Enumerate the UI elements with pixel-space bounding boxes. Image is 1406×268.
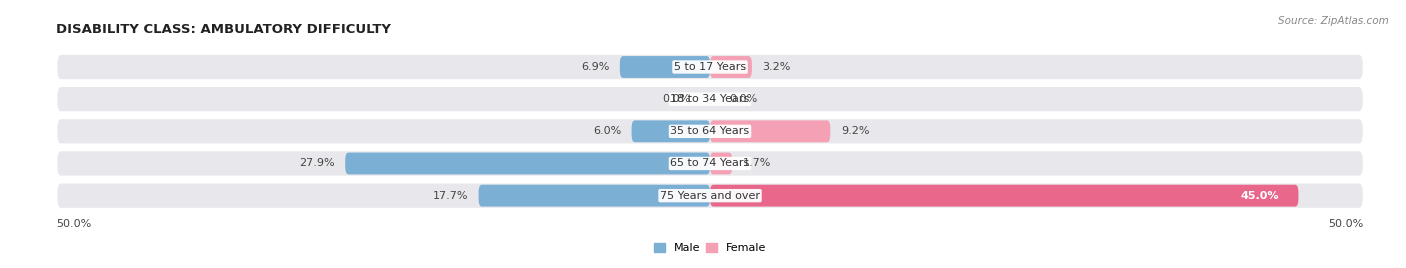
FancyBboxPatch shape	[710, 185, 1298, 207]
Text: 6.9%: 6.9%	[581, 62, 609, 72]
FancyBboxPatch shape	[56, 54, 1364, 80]
Text: 0.0%: 0.0%	[730, 94, 758, 104]
Text: 65 to 74 Years: 65 to 74 Years	[671, 158, 749, 169]
Text: 5 to 17 Years: 5 to 17 Years	[673, 62, 747, 72]
Text: 45.0%: 45.0%	[1240, 191, 1279, 201]
Text: 75 Years and over: 75 Years and over	[659, 191, 761, 201]
Text: 6.0%: 6.0%	[593, 126, 621, 136]
FancyBboxPatch shape	[710, 120, 831, 142]
Legend: Male, Female: Male, Female	[654, 243, 766, 253]
FancyBboxPatch shape	[478, 185, 710, 207]
Text: 3.2%: 3.2%	[762, 62, 790, 72]
Text: 50.0%: 50.0%	[1329, 219, 1364, 229]
Text: 0.0%: 0.0%	[662, 94, 690, 104]
Text: Source: ZipAtlas.com: Source: ZipAtlas.com	[1278, 16, 1389, 26]
Text: 17.7%: 17.7%	[433, 191, 468, 201]
FancyBboxPatch shape	[56, 86, 1364, 112]
Text: 35 to 64 Years: 35 to 64 Years	[671, 126, 749, 136]
FancyBboxPatch shape	[620, 56, 710, 78]
FancyBboxPatch shape	[56, 118, 1364, 144]
Text: 9.2%: 9.2%	[841, 126, 869, 136]
FancyBboxPatch shape	[710, 152, 733, 174]
Text: 1.7%: 1.7%	[742, 158, 770, 169]
FancyBboxPatch shape	[631, 120, 710, 142]
FancyBboxPatch shape	[710, 56, 752, 78]
Text: 50.0%: 50.0%	[56, 219, 91, 229]
Text: 18 to 34 Years: 18 to 34 Years	[671, 94, 749, 104]
Text: 27.9%: 27.9%	[299, 158, 335, 169]
FancyBboxPatch shape	[346, 152, 710, 174]
FancyBboxPatch shape	[56, 183, 1364, 209]
Text: DISABILITY CLASS: AMBULATORY DIFFICULTY: DISABILITY CLASS: AMBULATORY DIFFICULTY	[56, 23, 391, 36]
FancyBboxPatch shape	[56, 150, 1364, 177]
